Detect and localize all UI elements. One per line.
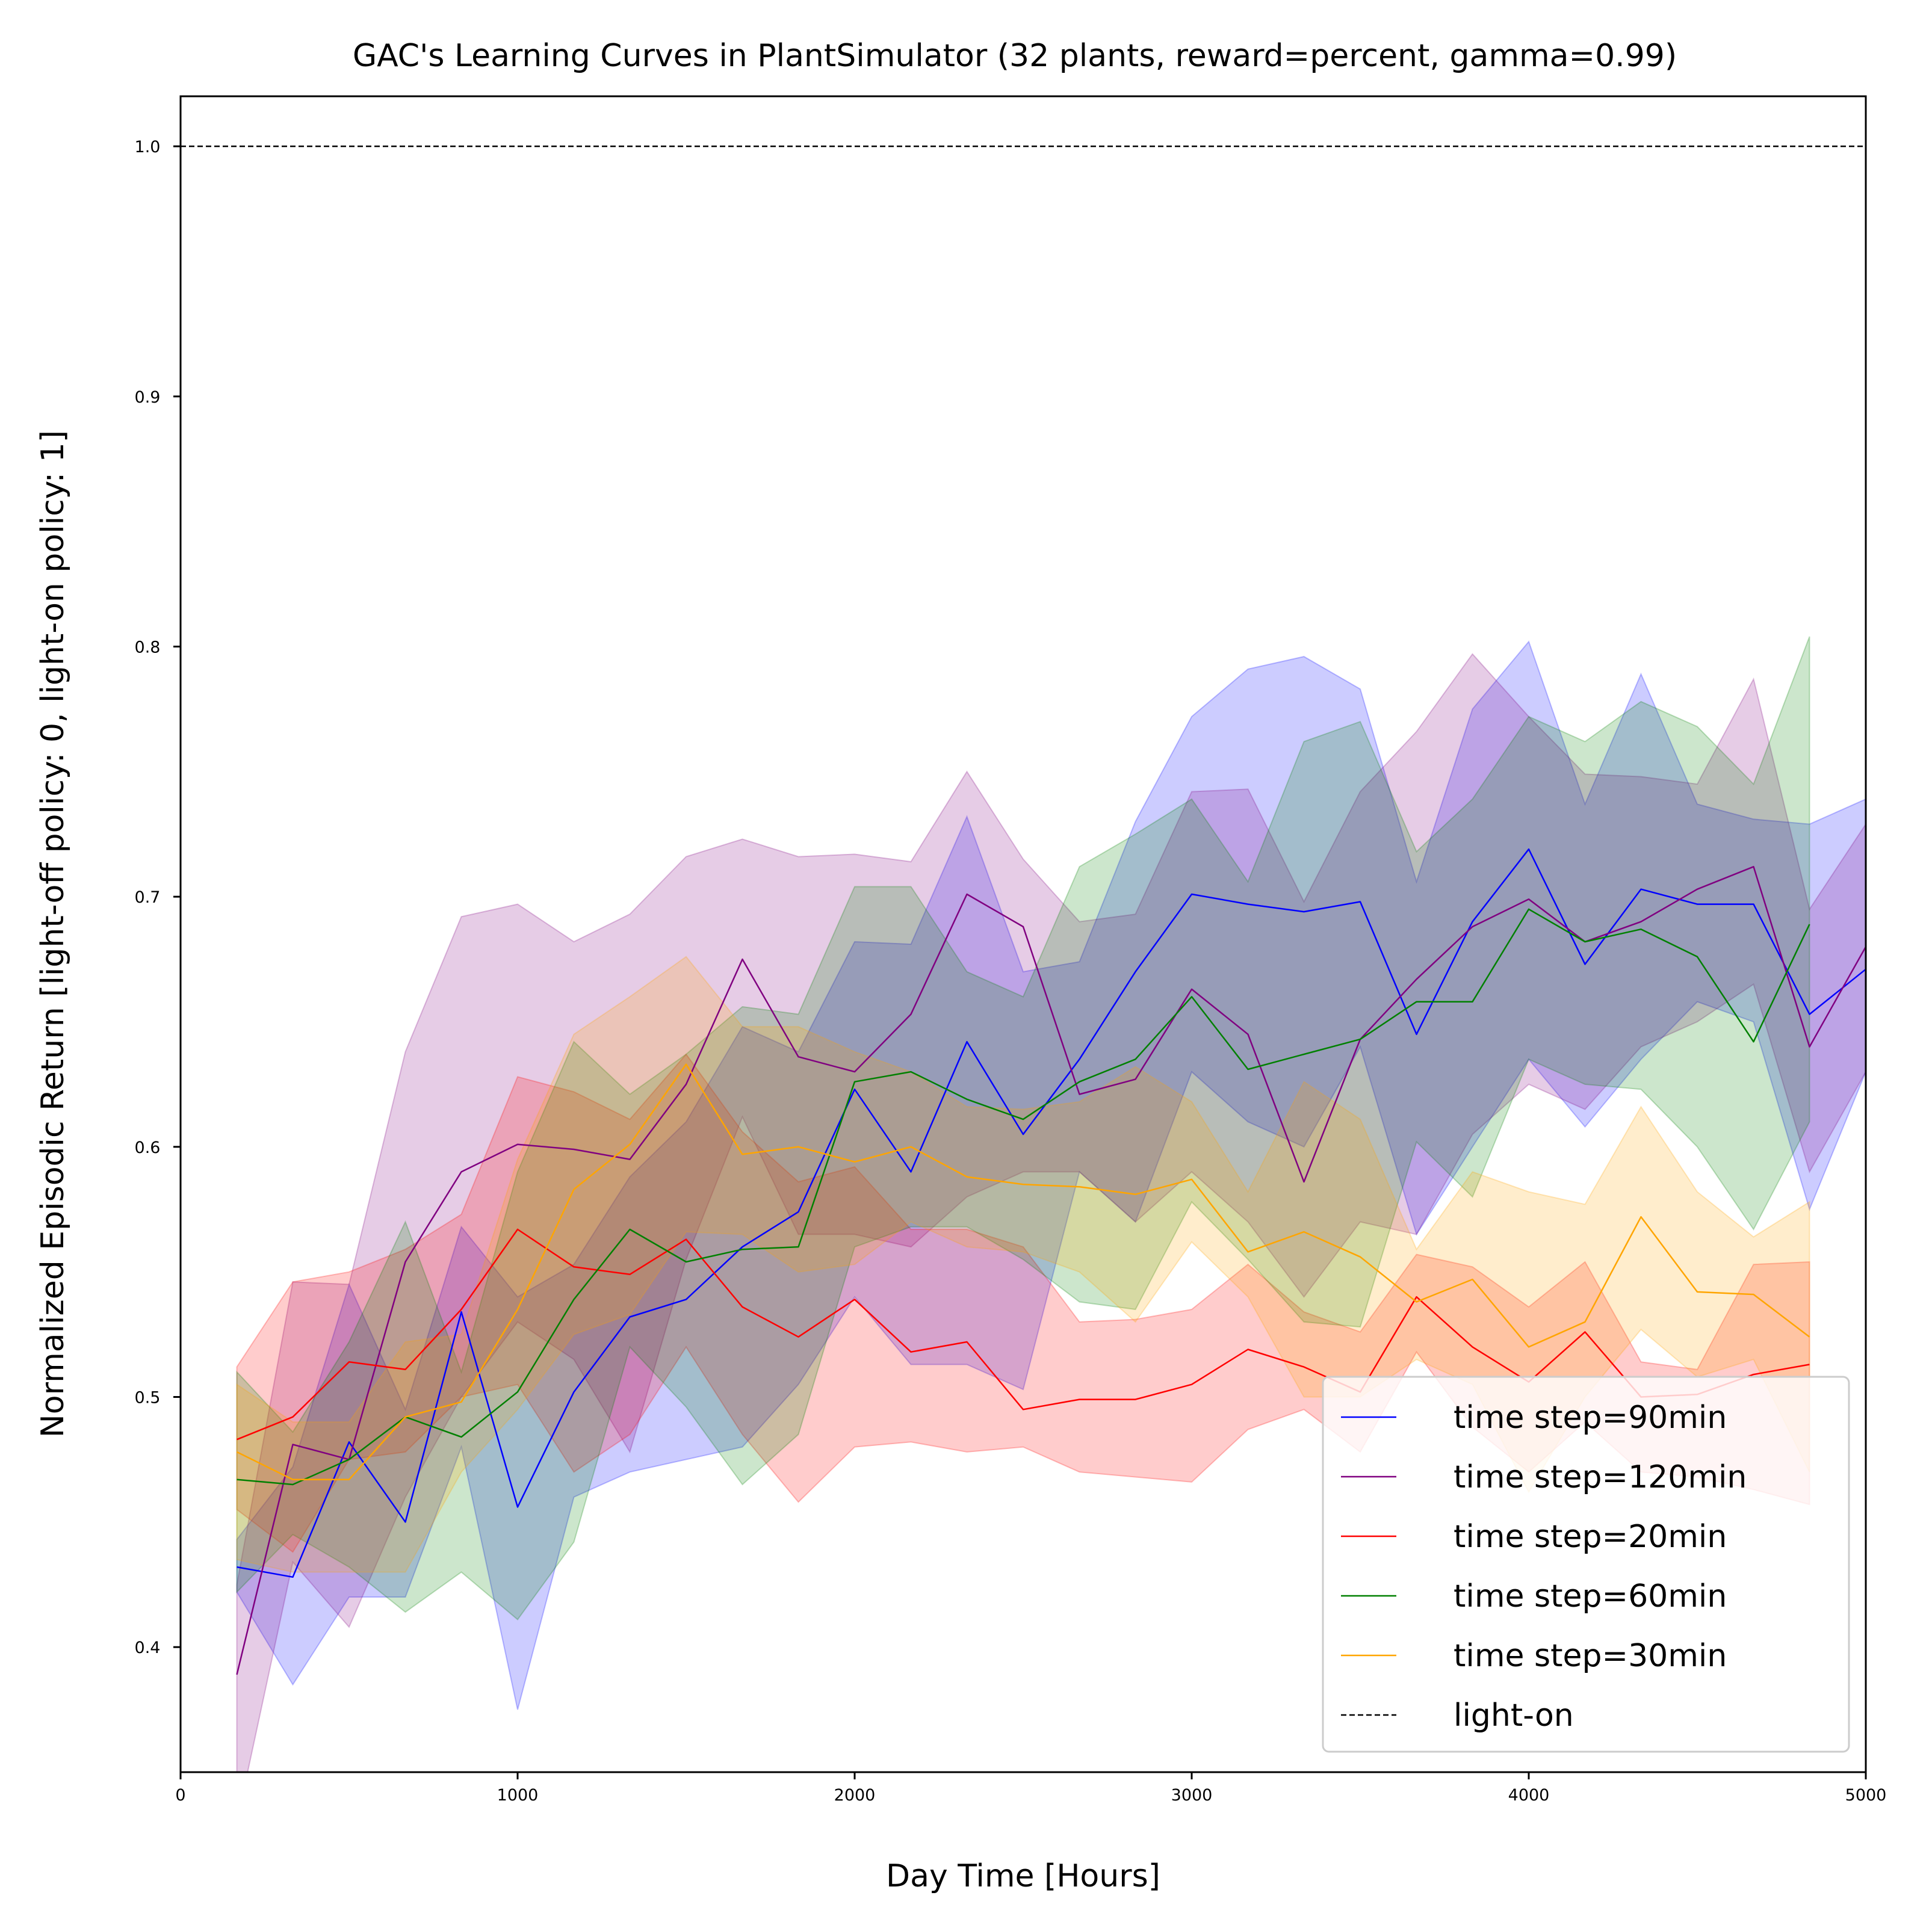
- x-axis-ticks: 0 1000 2000 3000 4000 5000: [175, 1772, 1886, 1805]
- x-tick-label: 4000: [1508, 1786, 1550, 1805]
- y-tick-label: 0.4: [135, 1639, 161, 1657]
- series-lines: [236, 848, 1866, 1675]
- band-time-step-60min: [236, 636, 1810, 1621]
- legend-label-time-step-120min: time step=120min: [1454, 1459, 1747, 1495]
- y-tick-label: 0.5: [135, 1388, 161, 1407]
- band-time-step-90min: [236, 640, 1866, 1710]
- y-axis-ticks: 0.4 0.5 0.6 0.7 0.8 0.9 1.0: [135, 138, 181, 1657]
- band-time-step-120min: [236, 653, 1866, 1772]
- legend-label-time-step-60min: time step=60min: [1454, 1578, 1727, 1614]
- y-tick-label: 0.6: [135, 1139, 161, 1157]
- x-tick-label: 5000: [1845, 1786, 1887, 1805]
- legend-label-light-on: light-on: [1454, 1698, 1574, 1734]
- line-time-step-30min: [236, 1063, 1810, 1480]
- legend-label-time-step-90min: time step=90min: [1454, 1400, 1727, 1436]
- legend-label-time-step-20min: time step=20min: [1454, 1519, 1727, 1555]
- y-tick-label: 0.9: [135, 388, 161, 407]
- confidence-bands: [236, 636, 1866, 1772]
- legend-label-time-step-30min: time step=30min: [1454, 1638, 1727, 1674]
- x-axis-label: Day Time [Hours]: [886, 1858, 1160, 1894]
- legend-box: [1322, 1376, 1850, 1753]
- x-tick-label: 0: [175, 1786, 185, 1805]
- y-axis-label: Normalized Episodic Return [light-off po…: [35, 430, 71, 1438]
- line-time-step-60min: [237, 908, 1810, 1486]
- x-tick-label: 2000: [834, 1786, 876, 1805]
- legend: time step=90min time step=120min time step…: [1322, 1376, 1850, 1753]
- y-tick-label: 1.0: [135, 138, 161, 156]
- y-tick-label: 0.7: [135, 888, 161, 907]
- plot-frame: [179, 95, 1867, 1773]
- line-time-step-20min: [237, 1228, 1810, 1441]
- chart-title: GAC's Learning Curves in PlantSimulator …: [353, 38, 1677, 74]
- x-tick-label: 3000: [1171, 1786, 1213, 1805]
- y-tick-label: 0.8: [135, 638, 161, 657]
- x-tick-label: 1000: [497, 1786, 539, 1805]
- line-time-step-90min: [237, 848, 1866, 1578]
- line-time-step-120min: [236, 866, 1866, 1675]
